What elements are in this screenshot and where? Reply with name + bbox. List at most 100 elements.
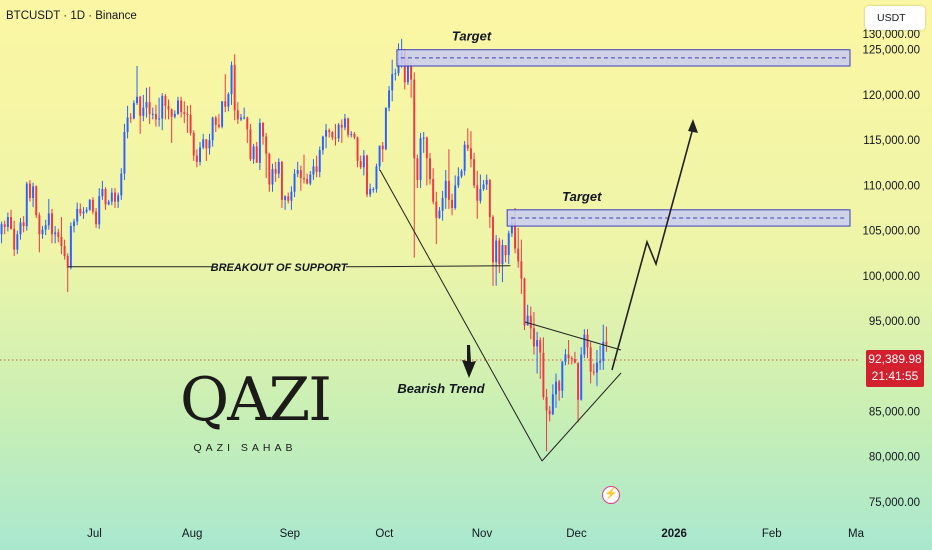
candle-body <box>318 150 321 172</box>
candle-body <box>517 248 520 262</box>
candle-body <box>542 352 545 398</box>
candle-body <box>432 179 435 202</box>
candle-body <box>375 166 378 190</box>
time-tick-label: Sep <box>280 528 300 540</box>
candle-body <box>510 222 513 234</box>
candle-body <box>454 185 457 208</box>
candle-body <box>47 213 50 226</box>
candle-body <box>85 209 88 212</box>
candle-body <box>199 147 202 162</box>
candle-body <box>60 236 63 246</box>
candle-body <box>161 95 164 119</box>
candle-body <box>378 145 381 167</box>
candle-body <box>76 208 79 222</box>
candle-body <box>51 213 53 235</box>
candle-body <box>482 184 485 190</box>
target-label: Target <box>562 189 602 204</box>
candle-body <box>523 278 526 326</box>
candle-body <box>120 173 123 196</box>
candle-body <box>66 255 69 268</box>
candle-body <box>129 117 132 119</box>
candle-body <box>117 195 120 202</box>
candle-body <box>476 185 479 201</box>
trend-line <box>379 169 543 462</box>
candle-body <box>514 222 517 249</box>
candle-body <box>280 161 283 200</box>
candle-body <box>495 240 498 263</box>
candle-body <box>189 114 192 133</box>
candle-body <box>0 224 3 235</box>
candle-body <box>95 211 98 225</box>
price-tick-label: 120,000.00 <box>862 90 920 102</box>
candle-body <box>211 117 214 141</box>
candle-body <box>362 155 365 168</box>
candle-body <box>504 245 507 256</box>
candle-body <box>63 245 66 256</box>
candle-body <box>151 113 154 115</box>
candle-body <box>337 124 340 139</box>
candle-body <box>356 137 359 161</box>
candle-body <box>22 222 25 227</box>
candle-body <box>177 100 179 114</box>
candle-body <box>570 358 573 360</box>
candle-body <box>243 117 246 119</box>
candle-body <box>290 191 293 201</box>
candle-body <box>422 137 425 139</box>
candle-body <box>545 397 548 411</box>
candle-body <box>394 73 397 75</box>
lightning-icon[interactable]: ⚡ <box>602 486 620 504</box>
candle-body <box>164 95 167 106</box>
candle-body <box>532 328 535 347</box>
candle-body <box>132 103 135 119</box>
price-tick-label: 130,000.00 <box>862 29 920 41</box>
candle-body <box>13 228 16 250</box>
candles <box>0 38 608 452</box>
candle-body <box>252 146 255 160</box>
candle-body <box>195 155 198 162</box>
candle-body <box>406 65 409 83</box>
candle-body <box>473 159 476 186</box>
candle-body <box>158 118 161 120</box>
time-tick-label: Jul <box>87 528 102 540</box>
logo-name: QAZI SAHAB <box>193 442 297 454</box>
candle-body <box>265 136 268 154</box>
candle-body <box>249 129 252 160</box>
candle-body <box>236 110 239 120</box>
candle-body <box>343 118 346 128</box>
candle-body <box>32 186 35 199</box>
candle-body <box>148 102 151 114</box>
candle-body <box>44 225 47 230</box>
candle-body <box>73 221 76 227</box>
candle-body <box>369 189 372 195</box>
currency-button[interactable]: USDT <box>865 6 925 30</box>
candle-body <box>186 113 189 115</box>
price-tick-label: 80,000.00 <box>869 452 920 464</box>
candle-body <box>91 199 94 212</box>
candle-body <box>558 381 561 391</box>
candle-body <box>564 354 567 362</box>
candle-body <box>227 94 230 107</box>
time-tick-label: Ma <box>848 528 865 540</box>
candle-body <box>233 65 236 111</box>
candle-body <box>391 74 394 91</box>
time-tick-label: Nov <box>472 528 493 540</box>
candle-body <box>16 234 19 250</box>
candle-body <box>583 334 586 355</box>
candle-body <box>202 139 205 148</box>
candle-body <box>577 362 580 400</box>
candle-body <box>501 245 504 265</box>
price-tick-label: 85,000.00 <box>869 406 920 418</box>
candle-body <box>425 137 428 159</box>
candle-body <box>57 232 60 237</box>
candle-body <box>331 132 334 138</box>
candle-body <box>350 133 353 135</box>
price-axis: 75,000.00 80,000.00 85,000.00 95,000.00 100,… <box>862 29 920 509</box>
candle-body <box>154 113 157 120</box>
candle-body <box>520 261 523 279</box>
candle-body <box>592 371 595 373</box>
candle-body <box>485 179 488 185</box>
candle-body <box>299 170 302 179</box>
candle-body <box>271 169 274 185</box>
candle-body <box>507 233 510 256</box>
